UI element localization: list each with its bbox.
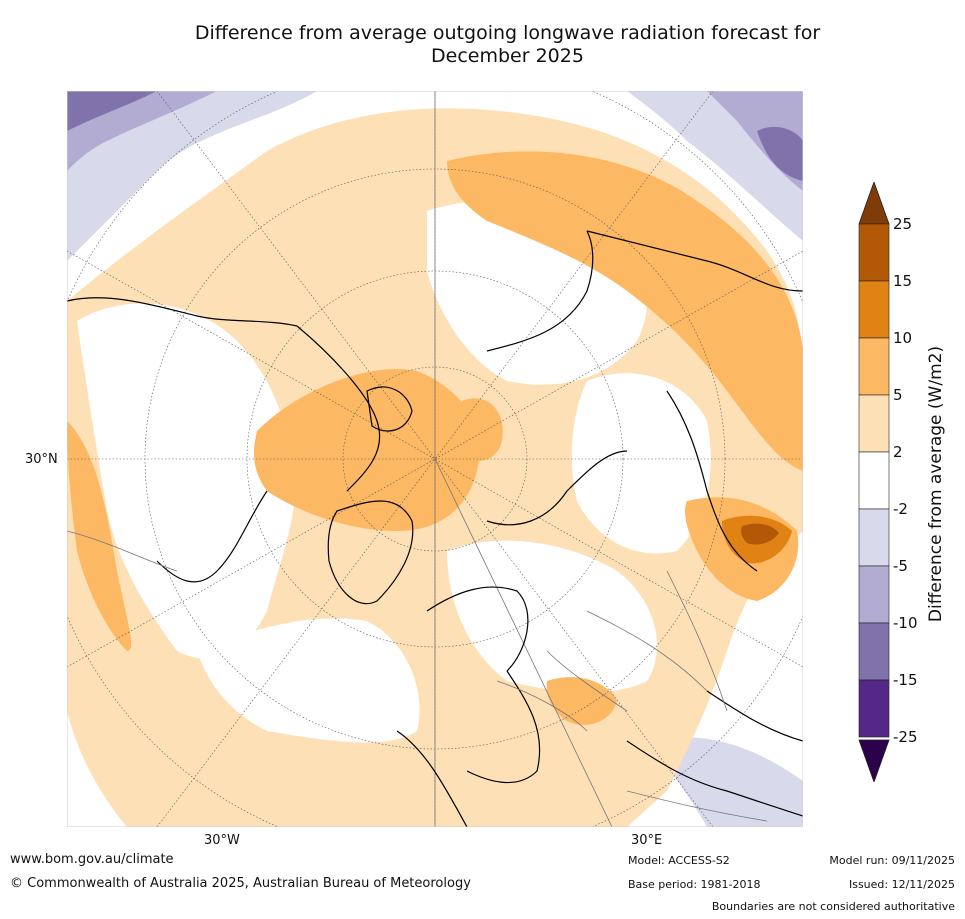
colorbar-tick-label: -5 [893,557,908,575]
colorbar-bottom-arrow [858,739,890,782]
colorbar-segment [858,622,890,681]
purple-top-left-darkest [67,91,157,131]
coastlines [67,230,803,827]
footer-url[interactable]: www.bom.gov.au/climate [10,852,174,867]
colorbar-segments [858,223,890,738]
white-north-america [77,303,297,659]
white-north-atlantic [197,618,420,743]
chart-title: Difference from average outgoing longwav… [140,22,875,68]
colorbar-segment [858,223,890,282]
white-east-asia [571,373,711,554]
lat-label-30n: 30°N [25,452,58,467]
colorbar-top-arrow [858,182,890,225]
footer-copyright: © Commonwealth of Australia 2025, Austra… [10,876,471,891]
colorbar-tick-label: 10 [893,329,913,347]
purple-top-right-darkest [757,126,803,181]
footer-issued: Issued: 12/11/2025 [848,878,955,891]
colorbar-segment [858,337,890,396]
lon-label-30w: 30°W [204,833,240,848]
colorbar-tick-label: 5 [893,386,903,404]
colorbar [858,182,890,782]
colorbar-segment [858,451,890,510]
colorbar-segment [858,508,890,567]
footer-base-period: Base period: 1981-2018 [628,878,761,891]
orange-east-asia [447,151,803,472]
colorbar-tick-label: -25 [893,728,918,746]
colorbar-segment [858,679,890,738]
footer-model: Model: ACCESS-S2 [628,854,730,867]
purple-top-left [67,91,317,261]
colorbar-tick-label: 2 [893,443,903,461]
colorbar-tick-label: -2 [893,500,908,518]
country-borders [67,530,768,822]
footer-boundaries: Boundaries are not considered authoritat… [711,900,955,913]
colorbar-tick-label: -10 [893,614,918,632]
orange-canada-greenland [254,369,480,531]
orange-pole-peak [457,398,503,461]
footer-model-run: Model run: 09/11/2025 [829,854,955,867]
lon-label-30e: 30°E [631,833,663,848]
colorbar-segment [858,394,890,453]
colorbar-segment [858,565,890,624]
olr-anomaly-map [67,91,803,827]
colorbar-title: Difference from average (W/m2) [926,345,946,623]
title-line-2: December 2025 [431,45,584,67]
colorbar-segment [858,280,890,339]
colorbar-tick-label: -15 [893,671,918,689]
title-line-1: Difference from average outgoing longwav… [194,22,821,44]
darkest-orange-central-asia [741,523,779,545]
greenland-coast [327,500,414,605]
colorbar-tick-label: 25 [893,215,913,233]
white-europe [447,540,657,693]
colorbar-tick-label: 15 [893,272,913,290]
orange-pacific [67,421,132,651]
